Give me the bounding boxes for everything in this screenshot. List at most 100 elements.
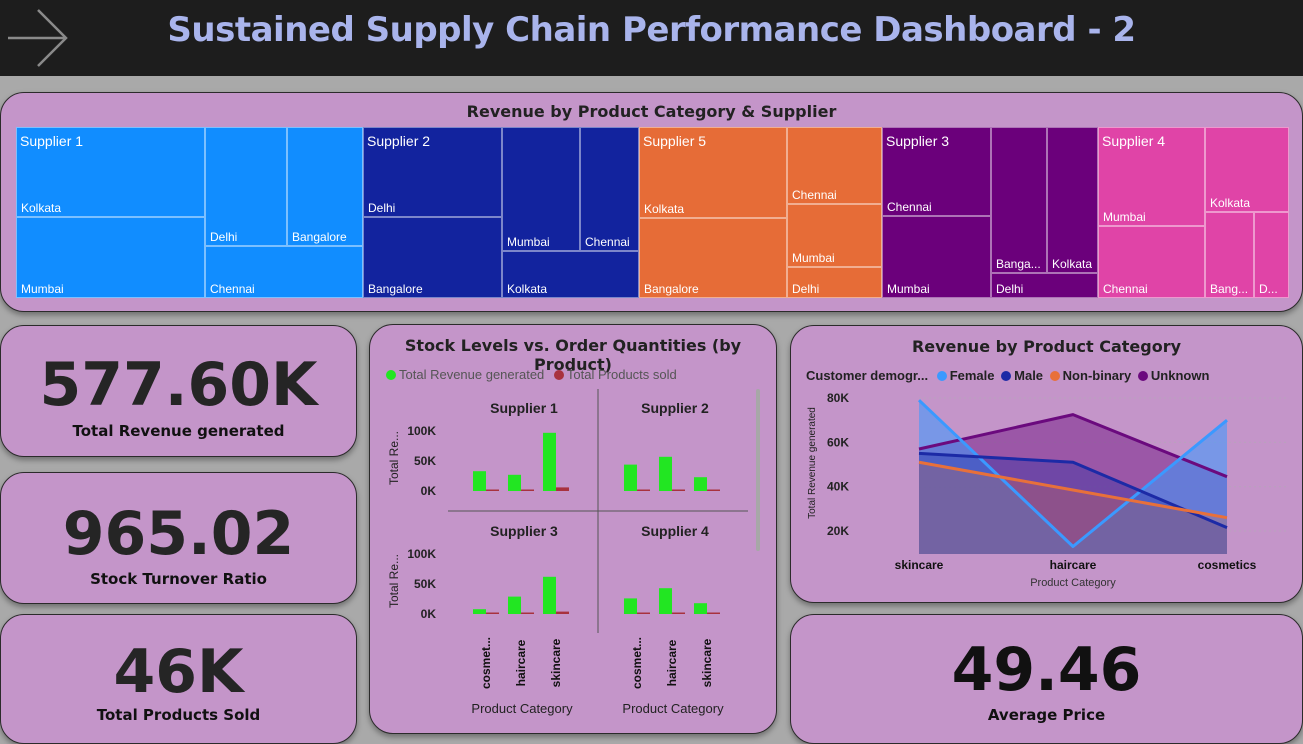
bar-products-sold[interactable] (672, 612, 685, 615)
treemap-cell[interactable]: Bang... (1205, 212, 1254, 298)
treemap-cell[interactable]: Chennai (1098, 226, 1205, 298)
y-tick-label: 100K (407, 424, 436, 438)
treemap-cell[interactable]: Mumbai (502, 127, 580, 251)
legend-item-male[interactable]: Male (1001, 368, 1043, 383)
y-tick-label: 20K (827, 524, 849, 538)
treemap-cell-label: Mumbai (887, 282, 930, 296)
kpi-label: Stock Turnover Ratio (90, 570, 267, 588)
stock-chart-legend: Total Revenue generated Total Products s… (386, 367, 677, 382)
line-chart-card: Revenue by Product Category Customer dem… (790, 325, 1303, 603)
line-chart-title: Revenue by Product Category (911, 337, 1182, 356)
legend-item-female[interactable]: Female (936, 368, 995, 383)
treemap-supplier-4[interactable]: Chennai Mumbai Banga... Kolkata Delhi Supplie… (882, 127, 1098, 298)
arrow-right-icon[interactable] (6, 6, 70, 70)
bar-products-sold[interactable] (521, 489, 534, 492)
bar-revenue[interactable] (694, 477, 707, 491)
series-line-female[interactable] (917, 399, 1228, 549)
treemap-cell[interactable]: Mumbai (16, 217, 205, 298)
y-tick-label: 0K (421, 484, 437, 498)
treemap-cell[interactable]: Kolkata (1205, 127, 1289, 212)
treemap-supplier-1[interactable]: Kolkata Mumbai Delhi Bangalore Chennai Suppli… (16, 127, 363, 298)
treemap-cell[interactable]: Mumbai (787, 204, 882, 267)
bar-products-sold[interactable] (556, 611, 569, 614)
stock-chart-title: Stock Levels vs. Order Quantities (by Pr… (404, 336, 742, 374)
treemap-cell-label: Kolkata (644, 202, 685, 216)
x-axis-label: Product Category (622, 701, 724, 716)
treemap-cell[interactable]: D... (1254, 212, 1289, 298)
treemap-cell-label: Chennai (887, 200, 932, 214)
bar-products-sold[interactable] (707, 489, 720, 492)
kpi-value: 46K (113, 637, 244, 707)
legend-item-unknown[interactable]: Unknown (1137, 368, 1209, 383)
bar-revenue[interactable] (508, 596, 521, 614)
treemap-cell[interactable]: Kolkata (16, 127, 205, 217)
bar-products-sold[interactable] (672, 489, 685, 492)
treemap-cell[interactable]: Chennai (580, 127, 639, 251)
treemap-supplier-3[interactable]: Kolkata Chennai Mumbai Bangalore Delhi Suppli… (639, 127, 882, 298)
treemap-cell[interactable]: Kolkata (502, 251, 639, 298)
series-line-male[interactable] (918, 451, 1228, 530)
treemap-cell[interactable]: Delhi (991, 273, 1098, 298)
treemap-cell[interactable]: Bangalore (287, 127, 363, 246)
stock-chart-plot: 100K 50K 0K Total Re... 100K 50K 0K Total Re...… (387, 389, 760, 716)
treemap-cell-label: Kolkata (507, 282, 548, 296)
scrollbar (756, 389, 760, 551)
treemap-cell[interactable]: Delhi (205, 127, 287, 246)
treemap-cell-label: Kolkata (21, 201, 62, 215)
x-tick-label: cosmetics (1198, 558, 1257, 572)
treemap-supplier-2[interactable]: Delhi Bangalore Mumbai Chennai Kolkata Suppli… (363, 127, 639, 298)
treemap-cell-label: Chennai (585, 235, 630, 249)
treemap-supplier-5[interactable]: Mumbai Chennai Kolkata Bang... D... Supplier … (1098, 127, 1289, 298)
treemap-cell[interactable]: Chennai (205, 246, 363, 298)
bar-products-sold[interactable] (486, 489, 499, 492)
treemap-cell-label: Mumbai (21, 282, 64, 296)
bar-revenue[interactable] (508, 474, 521, 491)
y-tick-label: 80K (827, 391, 849, 405)
treemap-cell[interactable]: Chennai (882, 127, 991, 216)
bar-revenue[interactable] (659, 456, 672, 491)
line-chart-plot: 80K 60K 40K 20K Total Revenue generated skinc… (807, 391, 1289, 589)
bar-products-sold[interactable] (556, 487, 569, 491)
bar-revenue[interactable] (543, 576, 556, 614)
treemap-cell-label: Mumbai (507, 235, 550, 249)
series-line-unknown[interactable] (918, 413, 1228, 479)
kpi-label: Average Price (987, 706, 1106, 724)
treemap-cell[interactable]: Bangalore (639, 218, 787, 298)
line-chart-legend: Customer demogr... Female Male Non-binar… (806, 368, 1209, 383)
treemap-cell-label: Chennai (1103, 282, 1148, 296)
treemap-chart[interactable]: Kolkata Mumbai Delhi Bangalore Chennai Suppli… (16, 127, 1289, 298)
bar-revenue[interactable] (624, 464, 637, 491)
treemap-cell[interactable]: Chennai (787, 127, 882, 204)
treemap-supplier-label: Supplier 4 (1102, 133, 1166, 149)
treemap-cell-label: Mumbai (792, 251, 835, 265)
treemap-cell-label: Delhi (792, 282, 820, 296)
treemap-cell-label: Mumbai (1103, 210, 1146, 224)
legend-item-sold[interactable]: Total Products sold (553, 367, 677, 382)
bar-products-sold[interactable] (486, 612, 499, 615)
bar-revenue[interactable] (543, 432, 556, 491)
legend-item-non-binary[interactable]: Non-binary (1049, 368, 1131, 383)
treemap-cell[interactable]: Kolkata (1047, 127, 1098, 273)
bar-products-sold[interactable] (637, 489, 650, 492)
treemap-cell[interactable]: Kolkata (639, 127, 787, 218)
series-line-non-binary[interactable] (918, 460, 1228, 520)
stock-chart-card: Stock Levels vs. Order Quantities (by Pr… (369, 324, 777, 734)
bar-revenue[interactable] (694, 603, 707, 614)
treemap-cell[interactable]: Mumbai (1098, 127, 1205, 226)
treemap-cell[interactable]: Delhi (787, 267, 882, 298)
treemap-cell[interactable]: Mumbai (882, 216, 991, 298)
treemap-cell[interactable]: Delhi (363, 127, 502, 217)
legend-item-revenue[interactable]: Total Revenue generated (386, 367, 544, 382)
treemap-cell[interactable]: Bangalore (363, 217, 502, 298)
bar-revenue[interactable] (624, 598, 637, 614)
bar-revenue[interactable] (659, 588, 672, 614)
bar-revenue[interactable] (473, 609, 486, 614)
dashboard-header: Sustained Supply Chain Performance Dashb… (0, 0, 1303, 76)
bar-products-sold[interactable] (637, 612, 650, 615)
bar-products-sold[interactable] (521, 612, 534, 615)
treemap-cell[interactable]: Banga... (991, 127, 1047, 273)
bar-revenue[interactable] (473, 471, 486, 491)
bar-products-sold[interactable] (707, 612, 720, 615)
x-tick-label: skincare (895, 558, 944, 572)
treemap-card: Revenue by Product Category & Supplier K… (0, 92, 1303, 312)
